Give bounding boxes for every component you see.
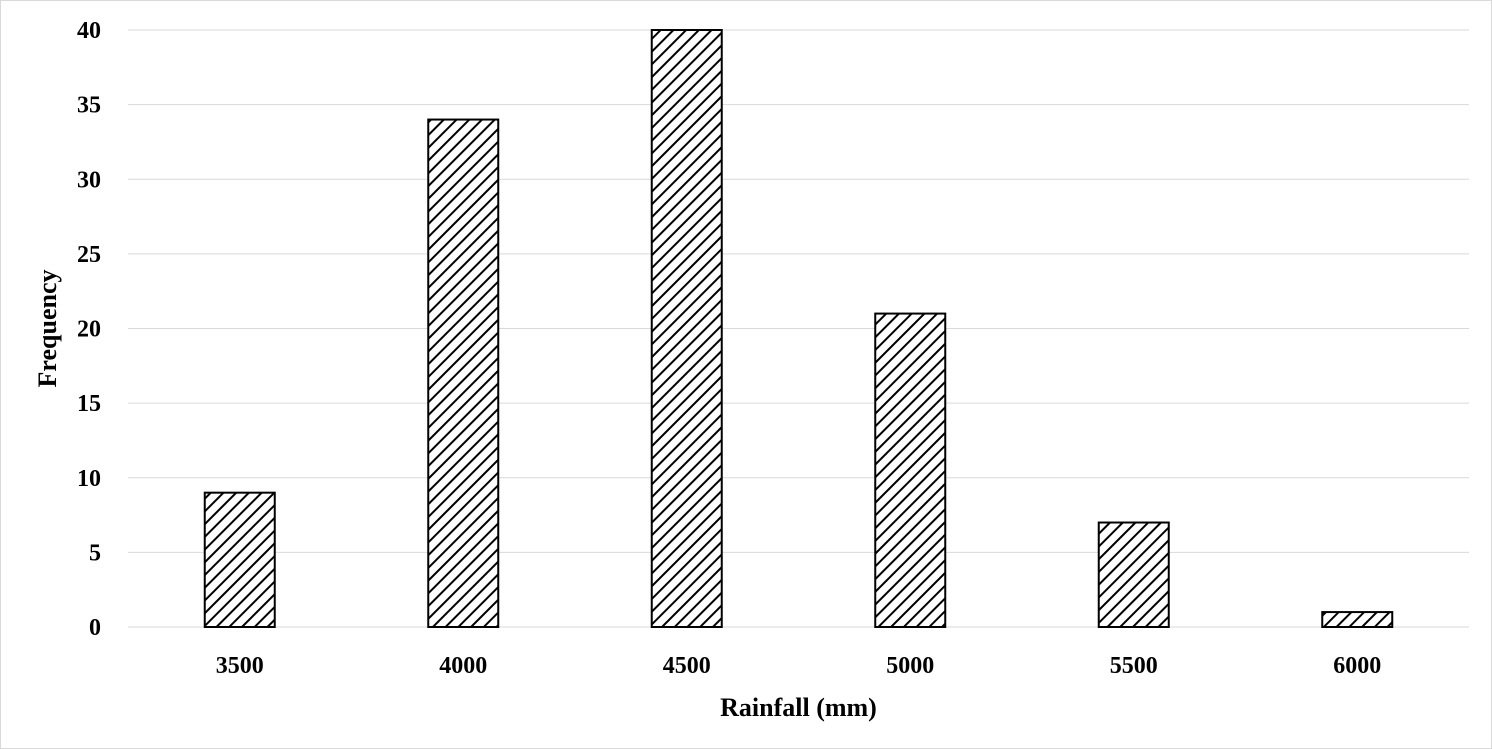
x-axis-title: Rainfall (mm) [720,693,877,722]
gridlines [128,29,1469,628]
x-axis-ticks: 3500 4000 4500 5000 5500 6000 [216,653,1382,679]
x-tick-label: 3500 [216,653,264,679]
x-tick-label: 5000 [886,653,934,679]
y-axis-ticks: 0 5 10 15 20 25 30 35 40 [77,18,101,641]
bar-5000 [874,312,947,628]
x-tick-label: 4500 [663,653,711,679]
y-tick-label: 20 [77,317,101,343]
y-tick-label: 5 [89,540,101,566]
bar-4000 [427,118,500,629]
bar-6000 [1321,611,1394,629]
x-tick-label: 6000 [1333,653,1381,679]
bar-5500 [1097,521,1170,629]
x-tick-label: 4000 [439,653,487,679]
bars [203,29,1394,629]
y-axis-title: Frequency [33,270,62,388]
x-tick-label: 5500 [1110,653,1158,679]
y-tick-label: 0 [89,615,101,641]
bar-3500 [203,491,276,628]
y-tick-label: 25 [77,242,101,268]
y-tick-label: 15 [77,391,101,417]
y-tick-label: 30 [77,167,101,193]
y-tick-label: 40 [77,18,101,44]
bar-4500 [650,29,723,628]
y-tick-label: 10 [77,466,101,492]
y-tick-label: 35 [77,93,101,119]
